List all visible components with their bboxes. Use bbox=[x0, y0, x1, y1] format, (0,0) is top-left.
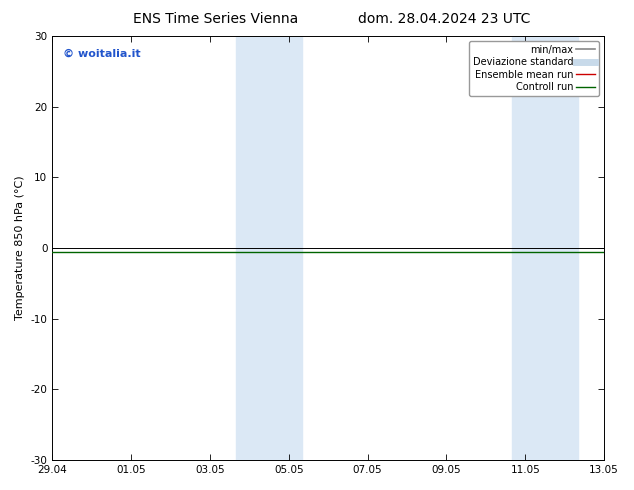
Bar bbox=[236, 36, 262, 460]
Text: © woitalia.it: © woitalia.it bbox=[63, 49, 141, 59]
Bar bbox=[262, 36, 302, 460]
Bar bbox=[512, 36, 538, 460]
Y-axis label: Temperature 850 hPa (°C): Temperature 850 hPa (°C) bbox=[15, 176, 25, 320]
Text: ENS Time Series Vienna: ENS Time Series Vienna bbox=[133, 12, 298, 26]
Legend: min/max, Deviazione standard, Ensemble mean run, Controll run: min/max, Deviazione standard, Ensemble m… bbox=[469, 41, 599, 96]
Text: dom. 28.04.2024 23 UTC: dom. 28.04.2024 23 UTC bbox=[358, 12, 530, 26]
Bar bbox=[538, 36, 578, 460]
